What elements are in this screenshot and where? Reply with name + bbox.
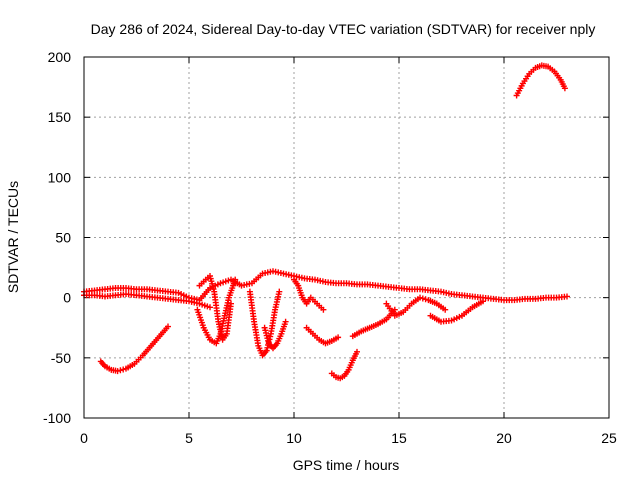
x-tick-label: 10 <box>286 430 302 446</box>
data-point <box>335 334 342 341</box>
series-loop-8h <box>246 288 283 359</box>
y-tick-label: 200 <box>48 49 72 65</box>
series-dip-17h <box>427 298 486 325</box>
data-point <box>165 323 171 330</box>
series-arc-21h <box>513 62 568 99</box>
trace-mark <box>419 295 426 302</box>
y-tick-label: 150 <box>48 109 72 125</box>
y-tick-label: 100 <box>48 169 72 185</box>
x-tick-label: 20 <box>496 430 512 446</box>
plot-frame <box>83 56 610 419</box>
data-point <box>480 298 486 305</box>
data-point <box>276 288 283 295</box>
data-point <box>561 85 568 92</box>
series-dip-11h <box>303 324 342 347</box>
series-loop-6h-b <box>196 273 234 343</box>
chart-title: Day 286 of 2024, Sidereal Day-to-day VTE… <box>91 21 596 37</box>
x-tick-label: 25 <box>601 430 617 446</box>
x-tick-label: 0 <box>80 430 88 446</box>
trace-mark <box>422 296 429 303</box>
data-point <box>228 300 234 307</box>
data-point <box>354 348 360 355</box>
series-dip-early-morning <box>97 323 171 375</box>
data-point <box>232 276 239 283</box>
series-loop-6h <box>194 276 239 347</box>
trace-mark <box>120 366 127 373</box>
data-point <box>282 318 289 325</box>
data-point <box>391 306 398 313</box>
y-tick-label: 0 <box>63 290 71 306</box>
series-loop-10h <box>291 276 327 313</box>
data-series <box>81 62 570 382</box>
series-dip-12h <box>328 348 360 382</box>
y-tick-labels: -100 -50 0 50 100 150 200 <box>43 49 71 426</box>
series-loop-15h <box>383 294 449 319</box>
grid-lines <box>84 57 609 418</box>
y-tick-label: -50 <box>51 350 71 366</box>
data-point <box>320 306 327 313</box>
y-tick-label: 50 <box>55 230 71 246</box>
x-tick-label: 5 <box>185 430 193 446</box>
data-point <box>417 294 423 301</box>
x-axis-label: GPS time / hours <box>293 457 400 473</box>
x-tick-label: 15 <box>391 430 407 446</box>
data-point <box>564 293 570 300</box>
y-tick-label: -100 <box>43 410 71 426</box>
x-tick-labels: 0 5 10 15 20 25 <box>80 430 617 446</box>
series-lower-track-a <box>81 291 213 311</box>
trace-mark <box>117 367 124 374</box>
series-loop-9h <box>261 318 289 352</box>
data-point <box>207 304 213 311</box>
y-axis-label: SDTVAR / TECUs <box>5 181 21 293</box>
data-point <box>442 306 449 313</box>
data-point <box>114 368 121 375</box>
